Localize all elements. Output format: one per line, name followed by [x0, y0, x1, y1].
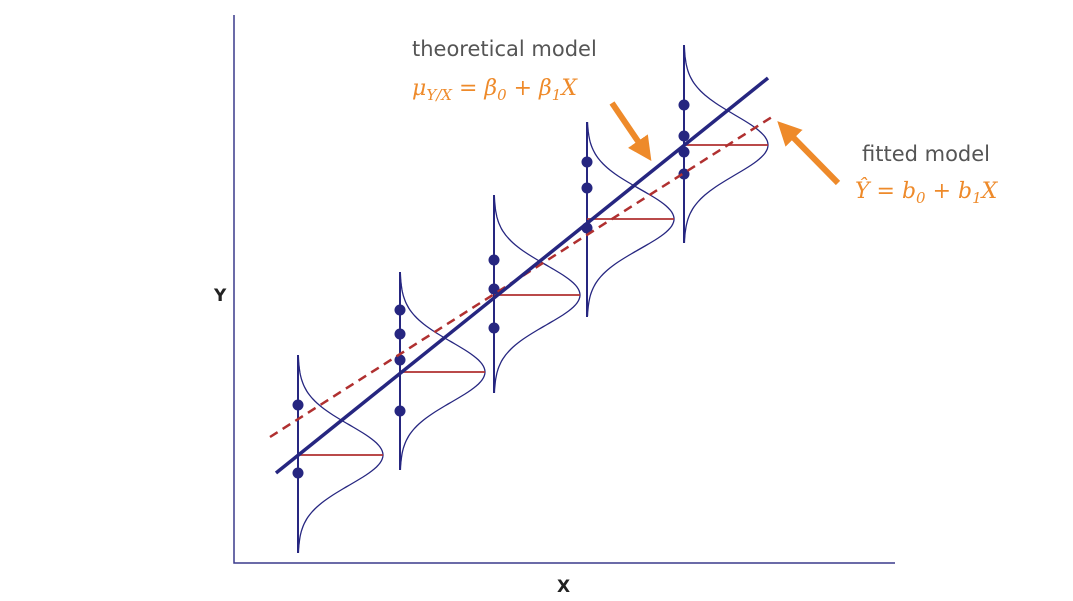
distribution-curve: [683, 44, 769, 244]
data-point: [488, 283, 500, 295]
fitted-formula: Ŷ = b0 + b1X: [855, 177, 999, 207]
data-point: [678, 99, 690, 111]
fitted-line: [269, 113, 776, 439]
data-point: [488, 322, 500, 334]
data-point: [292, 399, 304, 411]
distributions: [292, 44, 769, 554]
theoretical-label: theoretical model: [412, 37, 597, 61]
x-axis-label: X: [557, 577, 570, 597]
arrow: [609, 101, 652, 161]
distribution-curve: [399, 271, 486, 471]
y-axis-label: Y: [213, 286, 227, 306]
data-point: [678, 168, 690, 180]
data-point: [394, 354, 406, 366]
distribution-curve: [493, 194, 581, 394]
axes: [233, 15, 895, 564]
data-point: [488, 254, 500, 266]
data-point: [394, 304, 406, 316]
distribution-curve: [297, 354, 384, 554]
data-point: [292, 467, 304, 479]
data-point: [581, 156, 593, 168]
data-point: [581, 182, 593, 194]
data-point: [394, 405, 406, 417]
data-point: [394, 328, 406, 340]
theoretical-formula: μY/X = β0 + β1X: [412, 76, 578, 104]
theoretical-line: [274, 76, 770, 475]
data-point: [678, 130, 690, 142]
arrow: [777, 121, 841, 186]
fitted-label: fitted model: [862, 142, 990, 166]
